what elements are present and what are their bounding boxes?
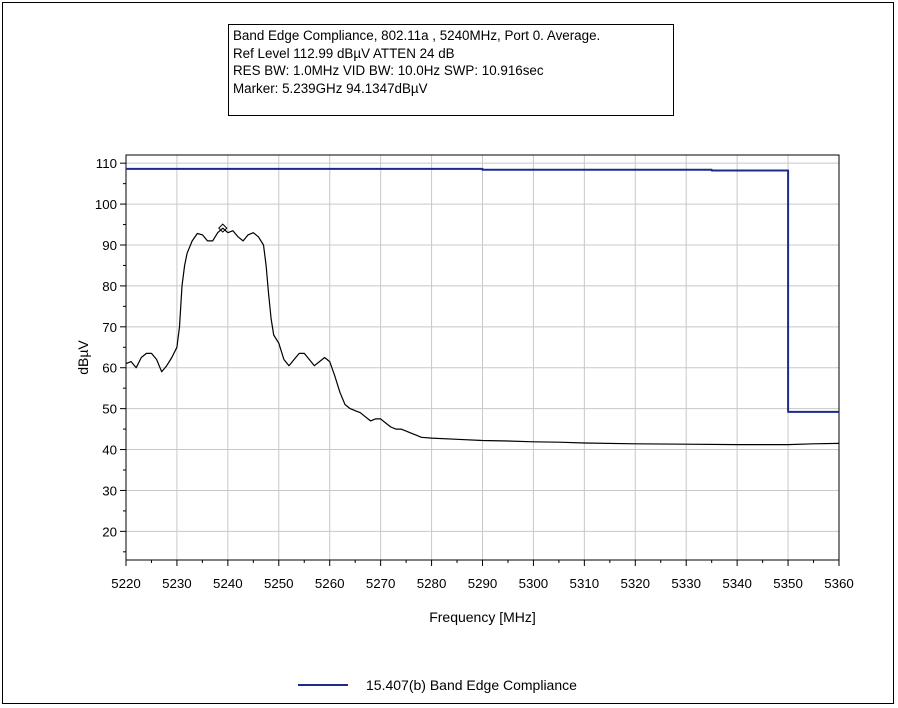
x-tick-label: 5340: [722, 576, 752, 591]
tick-labels: 5220 5230 5240 5250 5260 5270 5280 5290 5300 5310…: [95, 156, 854, 591]
info-title: Band Edge Compliance, 802.11a , 5240MHz,…: [233, 28, 601, 43]
x-tick-label: 5270: [366, 576, 396, 591]
grid-lines: [126, 155, 839, 560]
x-tick-label: 5280: [417, 576, 447, 591]
x-tick-label: 5250: [264, 576, 294, 591]
info-ref-level: Ref Level 112.99 dBµV ATTEN 24 dB: [233, 45, 455, 61]
plot-border: [125, 154, 840, 561]
x-tick-label: 5350: [773, 576, 803, 591]
y-tick-label: 100: [95, 197, 117, 212]
info-bandwidth: RES BW: 1.0MHz VID BW: 10.0Hz SWP: 10.91…: [233, 63, 544, 78]
y-tick-label: 30: [102, 483, 117, 498]
x-tick-label: 5360: [824, 576, 854, 591]
x-tick-label: 5330: [671, 576, 701, 591]
x-tick-label: 5290: [468, 576, 498, 591]
y-tick-label: 60: [102, 361, 117, 376]
y-axis-title: dBµV: [75, 340, 91, 375]
y-tick-label: 110: [96, 156, 117, 171]
marker-diamond: [218, 223, 228, 233]
x-tick-label: 5310: [570, 576, 600, 591]
x-tick-label: 5220: [111, 576, 141, 591]
legend-swatch: [298, 684, 348, 686]
x-tick-label: 5320: [620, 576, 650, 591]
x-tick-label: 5260: [315, 576, 345, 591]
x-tick-label: 5300: [519, 576, 549, 591]
y-tick-label: 50: [102, 402, 117, 417]
y-tick-label: 80: [102, 279, 117, 294]
limit-line: [126, 167, 839, 413]
x-tick-label: 5240: [213, 576, 243, 591]
legend-label: 15.407(b) Band Edge Compliance: [366, 677, 577, 693]
info-marker: Marker: 5.239GHz 94.1347dBµV: [233, 80, 428, 96]
measurement-info-box: Band Edge Compliance, 802.11a , 5240MHz,…: [228, 24, 674, 116]
y-tick-label: 70: [102, 320, 117, 335]
series-lines: [125, 167, 840, 446]
axes: [120, 154, 840, 566]
measured-trace: [125, 227, 840, 446]
y-tick-label: 40: [102, 443, 117, 458]
x-axis-title: Frequency [MHz]: [429, 609, 536, 625]
y-tick-label: 20: [102, 524, 117, 539]
x-tick-label: 5230: [162, 576, 192, 591]
y-tick-label: 90: [102, 238, 117, 253]
legend: 15.407(b) Band Edge Compliance: [298, 674, 577, 696]
